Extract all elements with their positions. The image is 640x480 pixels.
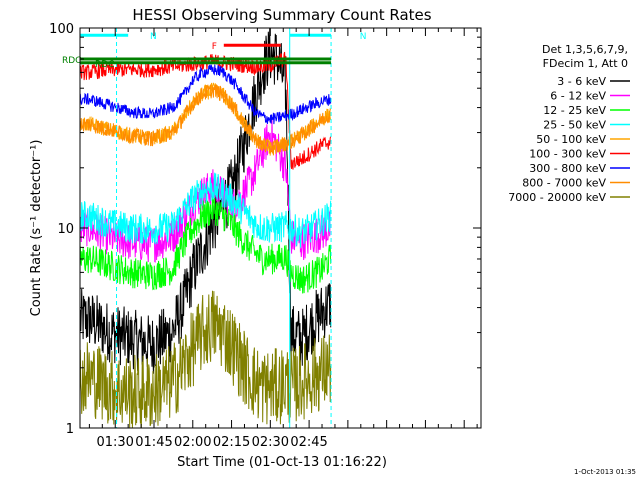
legend-label: 800 - 7000 keV [522, 177, 606, 190]
plot-area [79, 27, 332, 429]
x-tick-label: 02:00 [174, 435, 211, 450]
annotation-label-2: F [212, 42, 217, 52]
annotation-bars: N N F RDC RDC [62, 32, 366, 70]
x-axis: 01:30 01:45 02:00 02:15 02:30 02:45 [88, 28, 478, 450]
legend-title-line-1: Det 1,3,5,6,7,9, [542, 43, 628, 56]
x-tick-label: 02:15 [213, 435, 250, 450]
legend-label: 7000 - 20000 keV [508, 191, 606, 204]
legend: Det 1,3,5,6,7,9, FDecim 1, Att 0 3 - 6 k… [508, 43, 630, 204]
y-axis-label: Count Rate (s⁻¹ detector⁻¹) [29, 140, 44, 317]
series-line-7000-20000-kev [79, 290, 332, 429]
legend-label: 25 - 50 keV [543, 119, 606, 132]
annotation-label-3: RDC [62, 56, 81, 66]
legend-label: 6 - 12 keV [550, 90, 606, 103]
series-line-12-25-kev [79, 193, 332, 294]
legend-label: 12 - 25 keV [543, 104, 606, 117]
x-tick-label: 01:30 [96, 435, 133, 450]
legend-label: 100 - 300 keV [529, 148, 606, 161]
annotation-label-1: N [360, 32, 367, 42]
chart-title: HESSI Observing Summary Count Rates [132, 6, 431, 24]
y-tick-label: 10 [57, 222, 74, 237]
x-tick-label: 02:30 [252, 435, 289, 450]
y-tick-label: 100 [49, 22, 74, 37]
legend-label: 300 - 800 keV [529, 162, 606, 175]
timestamp: 1-Oct-2013 01:35 [574, 468, 636, 476]
y-axis: 1 10 100 [49, 22, 481, 437]
series-line-25-50-kev [79, 172, 332, 248]
annotation-label-0: N [150, 32, 157, 42]
legend-title-line-2: FDecim 1, Att 0 [543, 57, 628, 70]
legend-label: 50 - 100 keV [536, 133, 606, 146]
legend-label: 3 - 6 keV [557, 75, 606, 88]
x-tick-label: 02:45 [290, 435, 327, 450]
annotation-label-4: RDC [95, 60, 114, 70]
x-axis-label: Start Time (01-Oct-13 01:16:22) [177, 455, 387, 470]
x-tick-label: 01:45 [135, 435, 172, 450]
series-line-800-7000-kev [79, 83, 332, 156]
series-line-300-800-kev [79, 64, 332, 125]
y-tick-label: 1 [66, 422, 74, 437]
